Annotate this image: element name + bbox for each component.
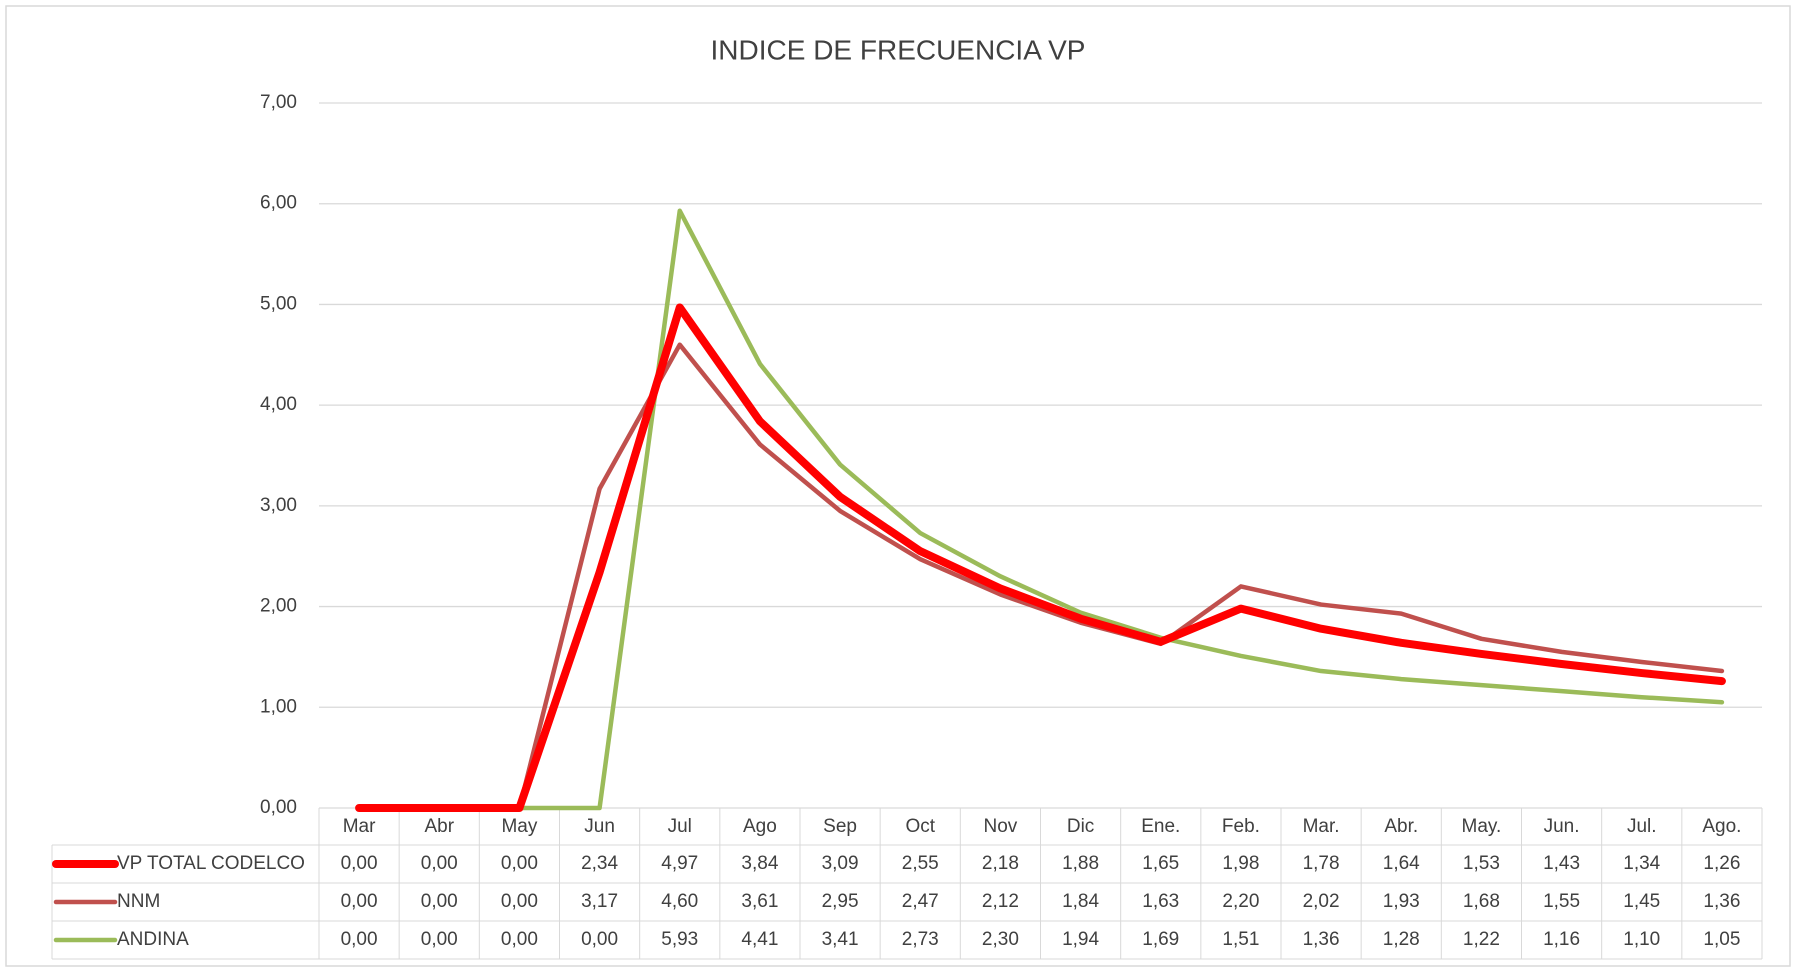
table-value: 4,41 bbox=[741, 929, 778, 950]
table-value: 1,84 bbox=[1062, 891, 1099, 912]
table-value: 0,00 bbox=[341, 929, 378, 950]
x-tick-label: Nov bbox=[984, 816, 1018, 837]
x-tick-label: Jul. bbox=[1627, 816, 1657, 837]
y-tick-label: 3,00 bbox=[260, 495, 297, 516]
table-value: 0,00 bbox=[501, 853, 538, 874]
table-value: 0,00 bbox=[341, 853, 378, 874]
x-tick-label: Mar. bbox=[1303, 816, 1340, 837]
x-tick-label: May bbox=[501, 816, 537, 837]
table-value: 0,00 bbox=[421, 891, 458, 912]
table-value: 3,84 bbox=[741, 853, 778, 874]
table-value: 1,53 bbox=[1463, 853, 1500, 874]
table-value: 1,51 bbox=[1222, 929, 1259, 950]
table-value: 0,00 bbox=[501, 891, 538, 912]
x-tick-label: Abr. bbox=[1384, 816, 1418, 837]
y-tick-label: 7,00 bbox=[260, 92, 297, 113]
table-value: 1,55 bbox=[1543, 891, 1580, 912]
table-value: 2,47 bbox=[902, 891, 939, 912]
table-value: 1,94 bbox=[1062, 929, 1099, 950]
table-value: 2,02 bbox=[1303, 891, 1340, 912]
table-value: 3,61 bbox=[741, 891, 778, 912]
x-tick-label: Ago bbox=[743, 816, 777, 837]
table-value: 1,34 bbox=[1623, 853, 1660, 874]
legend-label: VP TOTAL CODELCO bbox=[117, 853, 305, 874]
x-tick-label: Abr bbox=[424, 816, 454, 837]
table-value: 1,69 bbox=[1142, 929, 1179, 950]
table-value: 1,45 bbox=[1623, 891, 1660, 912]
table-value: 2,55 bbox=[902, 853, 939, 874]
table-value: 1,88 bbox=[1062, 853, 1099, 874]
chart-title: INDICE DE FRECUENCIA VP bbox=[711, 34, 1086, 65]
table-value: 1,36 bbox=[1303, 929, 1340, 950]
table-value: 2,73 bbox=[902, 929, 939, 950]
x-tick-label: Sep bbox=[823, 816, 857, 837]
table-value: 0,00 bbox=[421, 853, 458, 874]
table-value: 3,09 bbox=[822, 853, 859, 874]
table-value: 1,43 bbox=[1543, 853, 1580, 874]
table-value: 1,22 bbox=[1463, 929, 1500, 950]
table-value: 1,36 bbox=[1703, 891, 1740, 912]
table-value: 1,28 bbox=[1383, 929, 1420, 950]
table-value: 2,34 bbox=[581, 853, 618, 874]
y-tick-label: 4,00 bbox=[260, 394, 297, 415]
table-value: 1,68 bbox=[1463, 891, 1500, 912]
x-tick-label: Feb. bbox=[1222, 816, 1260, 837]
table-value: 2,30 bbox=[982, 929, 1019, 950]
table-value: 1,10 bbox=[1623, 929, 1660, 950]
table-value: 3,17 bbox=[581, 891, 618, 912]
chart-area bbox=[5, 5, 1791, 967]
table-value: 1,63 bbox=[1142, 891, 1179, 912]
table-value: 3,41 bbox=[822, 929, 859, 950]
table-value: 0,00 bbox=[421, 929, 458, 950]
table-value: 5,93 bbox=[661, 929, 698, 950]
table-value: 2,20 bbox=[1222, 891, 1259, 912]
series-line bbox=[355, 303, 1726, 812]
table-value: 0,00 bbox=[501, 929, 538, 950]
series-line bbox=[356, 208, 1725, 811]
table-value: 1,65 bbox=[1142, 853, 1179, 874]
table-value: 1,93 bbox=[1383, 891, 1420, 912]
x-tick-label: Jun bbox=[584, 816, 615, 837]
x-tick-label: Ene. bbox=[1141, 816, 1180, 837]
table-value: 2,95 bbox=[822, 891, 859, 912]
table-value: 1,78 bbox=[1303, 853, 1340, 874]
series-line bbox=[356, 342, 1725, 811]
legend-label: NNM bbox=[117, 891, 160, 912]
x-tick-label: Mar bbox=[343, 816, 376, 837]
y-tick-label: 5,00 bbox=[260, 293, 297, 314]
table-value: 2,12 bbox=[982, 891, 1019, 912]
x-tick-label: Dic bbox=[1067, 816, 1094, 837]
table-value: 4,60 bbox=[661, 891, 698, 912]
table-value: 1,98 bbox=[1222, 853, 1259, 874]
y-tick-label: 2,00 bbox=[260, 596, 297, 617]
table-value: 4,97 bbox=[661, 853, 698, 874]
y-tick-label: 0,00 bbox=[260, 797, 297, 818]
x-tick-label: Jul bbox=[668, 816, 692, 837]
table-value: 0,00 bbox=[341, 891, 378, 912]
table-value: 1,26 bbox=[1703, 853, 1740, 874]
table-value: 2,18 bbox=[982, 853, 1019, 874]
y-tick-label: 6,00 bbox=[260, 193, 297, 214]
table-value: 0,00 bbox=[581, 929, 618, 950]
x-tick-label: Ago. bbox=[1702, 816, 1741, 837]
table-value: 1,64 bbox=[1383, 853, 1420, 874]
legend-label: ANDINA bbox=[117, 929, 189, 950]
table-value: 1,05 bbox=[1703, 929, 1740, 950]
table-value: 1,16 bbox=[1543, 929, 1580, 950]
y-tick-label: 1,00 bbox=[260, 696, 297, 717]
x-tick-label: May. bbox=[1462, 816, 1502, 837]
x-tick-label: Oct bbox=[905, 816, 935, 837]
x-tick-label: Jun. bbox=[1544, 816, 1580, 837]
